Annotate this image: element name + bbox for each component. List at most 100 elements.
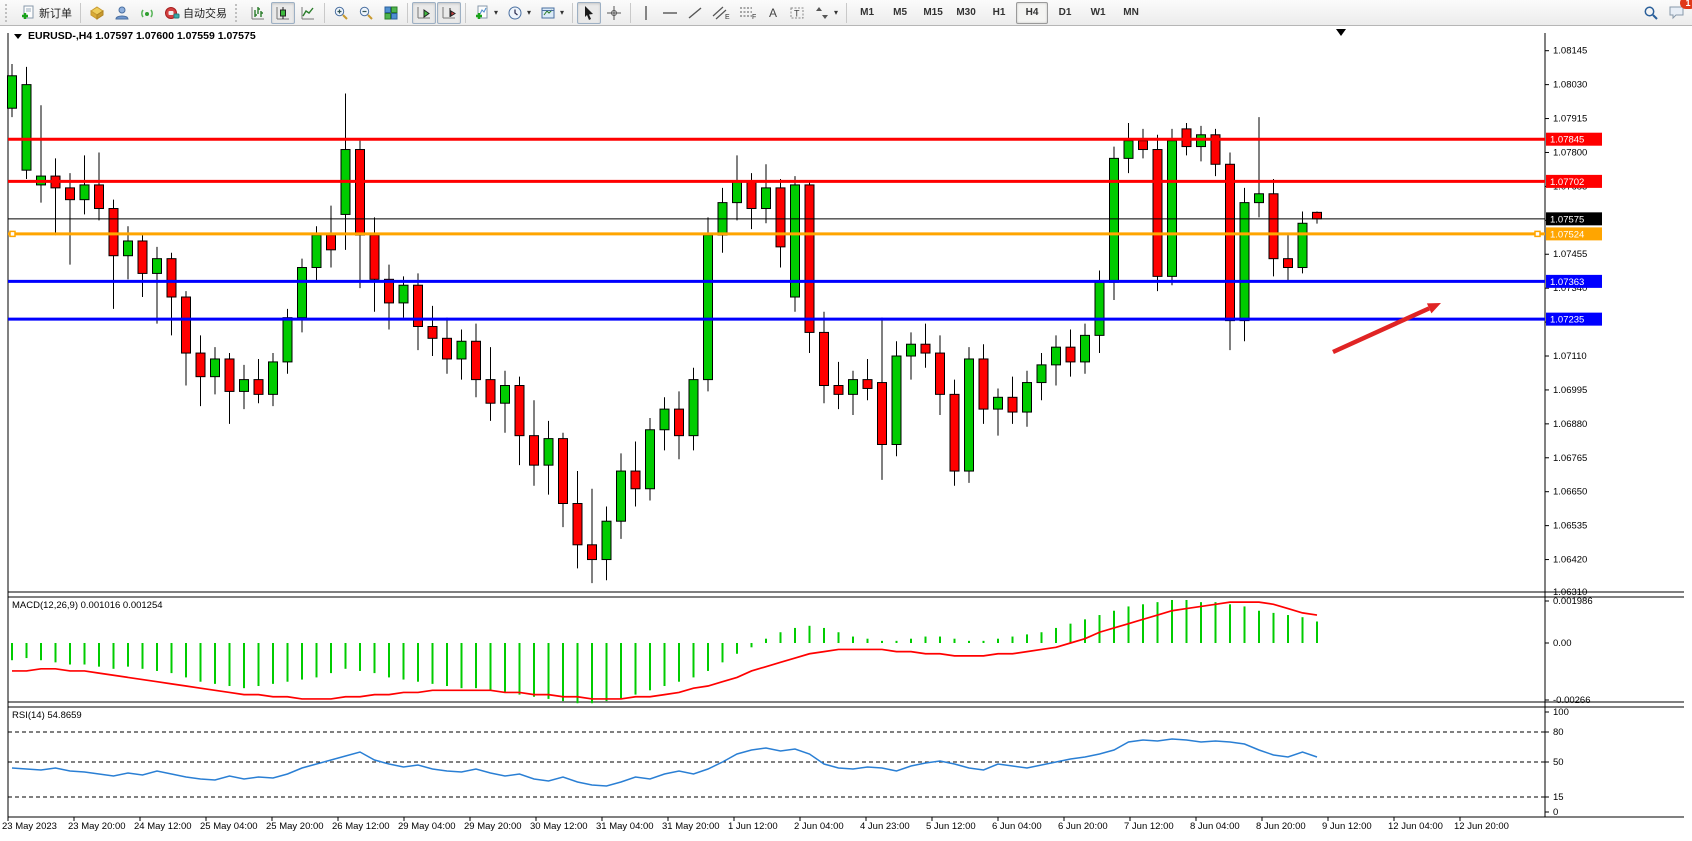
candle-bullish <box>732 181 742 204</box>
fibonacci-icon: F <box>740 7 756 21</box>
candle-bullish <box>7 75 17 109</box>
dropdown-caret: ▾ <box>494 8 499 17</box>
vertical-line-button[interactable] <box>635 2 657 24</box>
fibonacci-button[interactable]: F <box>735 2 761 24</box>
bar-chart-button[interactable] <box>246 2 270 24</box>
indicators-icon <box>476 5 488 19</box>
candle-bullish <box>268 361 278 395</box>
separator <box>465 2 466 23</box>
timeframe-m5[interactable]: M5 <box>893 7 908 18</box>
new-order-button[interactable]: 新订单 <box>16 2 76 24</box>
cursor-button[interactable] <box>577 1 602 24</box>
periods-button[interactable]: ▾ <box>503 2 535 24</box>
timeframe-h4[interactable]: H4 <box>1016 1 1049 24</box>
candle-bearish <box>1007 396 1018 413</box>
candle-bearish <box>355 149 365 236</box>
macd-histogram-bar <box>1200 602 1202 643</box>
line-handle[interactable] <box>1534 230 1541 238</box>
trend-arrow-annotation[interactable] <box>1332 306 1431 355</box>
macd-histogram-bar <box>388 643 390 678</box>
timeframe-w1[interactable]: W1 <box>1090 7 1106 18</box>
macd-histogram-bar <box>939 636 941 643</box>
zoom-in-icon <box>334 6 348 20</box>
auto-trading-button[interactable]: 自动交易 <box>160 2 231 24</box>
macd-histogram-bar <box>1185 599 1188 643</box>
timeframe-m15[interactable]: M15 <box>923 7 943 18</box>
time-tick-label: 12 Jun 04:00 <box>1388 821 1443 832</box>
macd-histogram-bar <box>605 643 608 702</box>
time-tick-label: 8 Jun 20:00 <box>1256 821 1306 832</box>
macd-histogram-bar <box>257 643 260 687</box>
horizontal-line-button[interactable] <box>658 2 682 24</box>
timeframe-m30[interactable]: M30 <box>956 7 976 18</box>
toolbar-grip[interactable] <box>235 3 242 22</box>
macd-histogram-bar <box>25 643 28 659</box>
templates-button[interactable]: ▾ <box>536 2 568 24</box>
zoom-out-button[interactable] <box>354 2 378 24</box>
timeframe-d1[interactable]: D1 <box>1058 7 1072 18</box>
text-button[interactable]: A <box>762 2 784 24</box>
chart-canvas[interactable]: 1.081451.080301.079151.078001.076851.075… <box>0 26 1692 841</box>
candle-bearish <box>195 352 206 378</box>
crosshair-button[interactable] <box>602 2 626 24</box>
candle-bearish <box>877 382 887 446</box>
profile-icon <box>115 6 129 19</box>
community-button[interactable] <box>110 2 134 24</box>
equidistant-channel-button[interactable]: E <box>708 2 734 24</box>
chart-shift-marker[interactable] <box>1336 29 1346 36</box>
macd-histogram-bar <box>866 638 869 643</box>
arrows-tool-icon <box>816 6 829 19</box>
macd-histogram-bar <box>243 643 245 689</box>
candle-bearish <box>949 393 960 472</box>
macd-histogram-bar <box>982 640 985 643</box>
line-chart-button[interactable] <box>296 2 320 24</box>
macd-histogram-bar <box>562 643 564 702</box>
candle-bearish <box>442 337 452 360</box>
timeframe-m1[interactable]: M1 <box>860 7 875 18</box>
toolbar-grip[interactable] <box>5 3 12 22</box>
macd-histogram-bar <box>431 643 434 684</box>
new-order-icon <box>22 5 34 19</box>
macd-label: MACD(12,26,9) 0.001016 0.001254 <box>12 600 163 611</box>
chart-shift-button[interactable] <box>437 1 461 24</box>
macd-histogram-bar <box>1258 610 1260 643</box>
macd-tick-label: 0.001986 <box>1553 596 1593 607</box>
price-tick-label: 1.07915 <box>1553 114 1587 125</box>
macd-histogram-bar <box>185 643 187 678</box>
indicators-button[interactable]: ▾ <box>470 2 502 24</box>
search-button[interactable] <box>1639 2 1663 24</box>
macd-histogram-bar <box>692 643 695 678</box>
signals-button[interactable] <box>135 2 159 24</box>
candlestick-chart-button[interactable] <box>271 1 295 24</box>
zoom-in-button[interactable] <box>329 2 353 24</box>
macd-histogram-bar <box>228 643 231 687</box>
candle-bearish <box>746 181 757 210</box>
candle-bullish <box>282 317 293 363</box>
candle-bullish <box>1022 382 1032 413</box>
arrows-tool-button[interactable]: ▾ <box>810 2 842 24</box>
candle-bearish <box>181 296 191 354</box>
timeframe-h1[interactable]: H1 <box>992 7 1006 18</box>
new-order-label: 新订单 <box>39 7 72 20</box>
line-handle[interactable] <box>9 230 16 238</box>
market-button[interactable] <box>85 2 109 24</box>
signal-icon <box>141 9 153 17</box>
price-badge-label: 1.07575 <box>1550 214 1584 225</box>
text-label-button[interactable]: T <box>785 2 809 24</box>
candle-bullish <box>891 355 902 446</box>
tile-windows-button[interactable] <box>379 2 403 24</box>
candle-bearish <box>1268 193 1279 260</box>
price-tick-label: 1.06765 <box>1553 453 1587 464</box>
candle-bullish <box>79 184 90 201</box>
channel-icon: E <box>712 6 730 21</box>
symbol-dropdown-icon[interactable] <box>14 34 22 39</box>
candle-bullish <box>398 284 409 304</box>
candle-bearish <box>978 358 989 410</box>
candle-bullish <box>703 234 713 381</box>
price-badge <box>1546 312 1602 326</box>
timeframe-mn[interactable]: MN <box>1123 7 1139 18</box>
notification-badge[interactable]: 1 <box>1680 0 1692 9</box>
trendline-button[interactable] <box>683 2 707 24</box>
auto-scroll-button[interactable] <box>412 1 436 24</box>
macd-histogram-bar <box>330 643 332 674</box>
